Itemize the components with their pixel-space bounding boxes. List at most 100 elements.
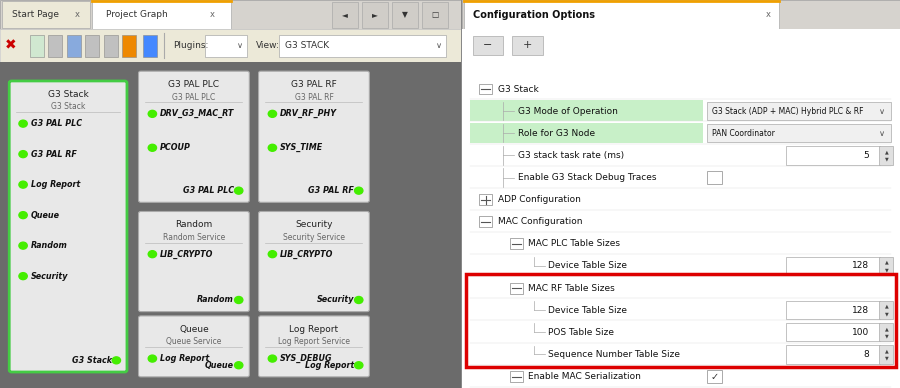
Bar	[510, 282, 523, 293]
Text: MAC Configuration: MAC Configuration	[498, 217, 582, 226]
Text: 100: 100	[852, 328, 869, 337]
Bar	[879, 146, 894, 165]
Text: Security: Security	[317, 296, 354, 305]
Text: Project Graph: Project Graph	[106, 10, 168, 19]
Bar	[466, 274, 896, 367]
Text: PCOUP: PCOUP	[160, 143, 191, 152]
Text: Device Table Size: Device Table Size	[548, 306, 627, 315]
Circle shape	[355, 296, 363, 303]
Bar	[786, 146, 880, 165]
Text: ✖: ✖	[4, 38, 16, 53]
Bar	[0, 29, 462, 62]
Text: ▲: ▲	[885, 304, 888, 309]
Bar	[472, 36, 503, 55]
Text: ▲: ▲	[885, 260, 888, 265]
Bar	[479, 217, 492, 227]
Bar	[479, 83, 492, 94]
Text: ∨: ∨	[436, 41, 442, 50]
Bar	[0, 0, 462, 29]
Text: Device Table Size: Device Table Size	[548, 262, 627, 270]
FancyBboxPatch shape	[258, 211, 369, 312]
Text: −: −	[483, 40, 492, 50]
Text: G3 PAL PLC: G3 PAL PLC	[183, 186, 234, 195]
Text: DRV_G3_MAC_RT: DRV_G3_MAC_RT	[160, 109, 235, 118]
Text: ▲: ▲	[885, 348, 888, 353]
Text: View:: View:	[256, 41, 280, 50]
Text: ✓: ✓	[710, 372, 718, 381]
Bar	[471, 100, 703, 121]
Text: G3 Stack: G3 Stack	[48, 90, 88, 99]
Text: ▼: ▼	[885, 334, 888, 339]
Text: Queue: Queue	[205, 361, 234, 370]
Text: □: □	[431, 10, 438, 19]
Bar	[879, 301, 894, 319]
Text: Sequence Number Table Size: Sequence Number Table Size	[548, 350, 680, 359]
Circle shape	[268, 355, 276, 362]
Text: Log Report: Log Report	[160, 354, 210, 363]
Text: G3 PAL RF: G3 PAL RF	[31, 150, 76, 159]
Bar	[786, 257, 880, 275]
Text: ▼: ▼	[885, 157, 888, 162]
Text: G3 STACK: G3 STACK	[285, 41, 329, 50]
Circle shape	[148, 355, 157, 362]
Text: G3 Stack: G3 Stack	[72, 356, 112, 365]
Bar	[879, 345, 894, 364]
Text: Security: Security	[31, 272, 68, 281]
Text: ▼: ▼	[885, 356, 888, 361]
Text: G3 PAL RF: G3 PAL RF	[291, 80, 337, 89]
Circle shape	[268, 251, 276, 258]
Text: Plugins:: Plugins:	[173, 41, 209, 50]
Bar	[471, 123, 703, 143]
Text: Queue: Queue	[31, 211, 60, 220]
Bar	[512, 36, 543, 55]
Circle shape	[148, 110, 157, 117]
Bar	[86, 35, 99, 57]
Text: G3 PAL RF: G3 PAL RF	[294, 92, 333, 102]
Text: ▲: ▲	[885, 149, 888, 154]
Bar	[879, 323, 894, 341]
Text: Random Service: Random Service	[163, 233, 225, 242]
Bar	[143, 35, 157, 57]
Bar	[707, 370, 722, 383]
Text: MAC RF Table Sizes: MAC RF Table Sizes	[528, 284, 615, 293]
Bar	[510, 238, 523, 249]
Circle shape	[355, 187, 363, 194]
Text: MAC PLC Table Sizes: MAC PLC Table Sizes	[528, 239, 620, 248]
Text: Queue Service: Queue Service	[166, 337, 221, 346]
Text: x: x	[766, 10, 771, 19]
Text: G3 stack task rate (ms): G3 stack task rate (ms)	[518, 151, 624, 160]
Text: ▼: ▼	[402, 10, 408, 19]
Text: x: x	[210, 10, 215, 19]
Bar	[879, 257, 894, 275]
Bar	[707, 124, 891, 142]
Bar	[363, 2, 388, 28]
Bar	[422, 2, 448, 28]
Text: Start Page: Start Page	[12, 10, 58, 19]
Circle shape	[355, 362, 363, 369]
Bar	[510, 371, 523, 382]
Circle shape	[19, 181, 27, 188]
Bar	[479, 194, 492, 205]
FancyBboxPatch shape	[258, 316, 369, 377]
Circle shape	[148, 144, 157, 151]
Text: POS Table Size: POS Table Size	[548, 328, 615, 337]
Circle shape	[19, 242, 27, 249]
Text: SYS_DEBUG: SYS_DEBUG	[280, 354, 333, 363]
Text: ◄: ◄	[342, 10, 347, 19]
Text: Security Service: Security Service	[283, 233, 345, 242]
Text: 128: 128	[852, 262, 869, 270]
Bar	[786, 301, 880, 319]
Bar	[104, 35, 118, 57]
Text: 128: 128	[852, 306, 869, 315]
Bar	[461, 0, 463, 388]
Bar	[67, 35, 81, 57]
Circle shape	[268, 110, 276, 117]
Circle shape	[19, 120, 27, 127]
FancyBboxPatch shape	[139, 211, 249, 312]
Text: Log Report: Log Report	[290, 325, 338, 334]
FancyBboxPatch shape	[139, 316, 249, 377]
Text: Enable G3 Stack Debug Traces: Enable G3 Stack Debug Traces	[518, 173, 656, 182]
Text: Log Report Service: Log Report Service	[278, 337, 350, 346]
Text: ►: ►	[372, 10, 378, 19]
Text: G3 PAL PLC: G3 PAL PLC	[172, 92, 215, 102]
